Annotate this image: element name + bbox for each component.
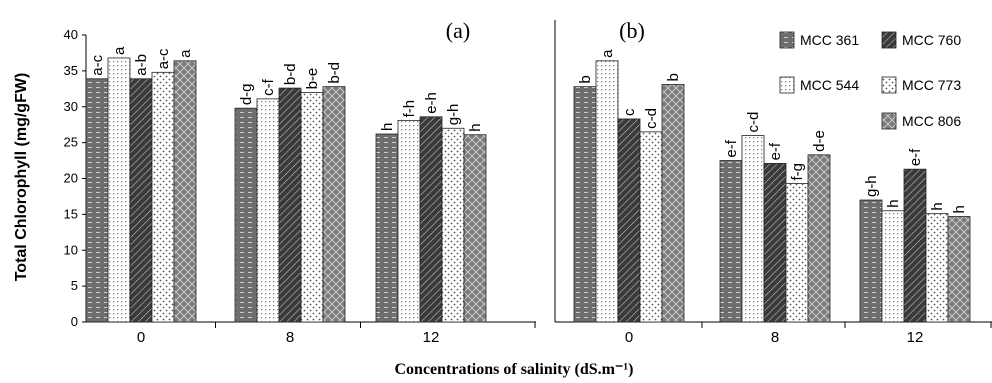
category-label: 8 xyxy=(286,329,294,346)
significance-label: h xyxy=(929,202,946,210)
x-axis-label: Concentrations of salinity (dS.m⁻¹) xyxy=(394,361,633,378)
category-label: 12 xyxy=(907,329,924,346)
bar-mcc-806 xyxy=(661,84,685,323)
y-axis-label: Total Chlorophyll (mg/gFW) xyxy=(13,73,30,282)
category-label: 8 xyxy=(771,329,779,346)
significance-label: c xyxy=(621,108,638,116)
bar-mcc-773 xyxy=(151,71,175,323)
legend-swatch xyxy=(881,31,897,49)
legend-item: MCC 361 xyxy=(779,31,859,49)
significance-label: a xyxy=(111,46,128,55)
significance-label: e-h xyxy=(423,92,440,114)
bar-mcc-806 xyxy=(947,216,971,323)
y-tick-label: 35 xyxy=(64,63,78,78)
legend-swatch xyxy=(881,76,897,94)
bar-mcc-760 xyxy=(419,116,443,323)
bar-mcc-760 xyxy=(763,163,787,323)
significance-label: c-f xyxy=(260,78,277,95)
category-label: 0 xyxy=(625,329,633,346)
significance-label: d-e xyxy=(811,130,828,152)
bar-mcc-773 xyxy=(300,92,324,323)
significance-label: a xyxy=(177,49,194,58)
legend-swatch xyxy=(779,31,795,49)
significance-label: b xyxy=(665,73,682,81)
legend-label: MCC 773 xyxy=(902,77,961,93)
significance-label: h xyxy=(885,199,902,207)
legend-item: MCC 544 xyxy=(779,76,859,94)
bar-mcc-361 xyxy=(859,199,883,323)
significance-label: a-c xyxy=(89,54,106,75)
bar-mcc-773 xyxy=(441,127,465,323)
significance-label: c-d xyxy=(643,108,660,129)
bar-mcc-806 xyxy=(322,86,346,323)
significance-label: b xyxy=(577,75,594,83)
bar-mcc-361 xyxy=(719,160,743,323)
y-tick-label: 30 xyxy=(64,99,78,114)
bar-mcc-361 xyxy=(375,133,399,323)
significance-label: a xyxy=(599,49,616,58)
significance-label: c-d xyxy=(745,112,762,133)
bar-mcc-773 xyxy=(925,213,949,323)
panel-b-title: (b) xyxy=(619,18,645,43)
bar-mcc-760 xyxy=(278,87,302,323)
significance-label: b-e xyxy=(304,68,321,90)
significance-label: f-g xyxy=(789,163,806,181)
bar-mcc-773 xyxy=(639,131,663,323)
legend: MCC 361 MCC 544 MCC 760 MCC 773 MCC 806 xyxy=(779,31,961,130)
y-tick-label: 0 xyxy=(71,314,78,329)
plot-layer: 0 5 10 15 20 25 30 35 40 0 a-c a a-b a-c a 8 d-g c-f b-d b-… xyxy=(64,20,992,346)
bar-mcc-544 xyxy=(741,135,765,323)
significance-label: h xyxy=(951,205,968,213)
significance-label: d-g xyxy=(238,83,255,105)
y-tick-label: 15 xyxy=(64,206,78,221)
legend-swatch xyxy=(881,112,897,130)
significance-label: h xyxy=(467,123,484,131)
y-tick-label: 10 xyxy=(64,242,78,257)
significance-label: e-f xyxy=(767,142,784,160)
bar-mcc-361 xyxy=(573,86,597,323)
bar-mcc-760 xyxy=(129,78,153,323)
legend-label: MCC 361 xyxy=(800,32,859,48)
significance-label: b-d xyxy=(326,62,343,84)
bar-mcc-544 xyxy=(397,119,421,323)
legend-label: MCC 544 xyxy=(800,77,859,93)
legend-item: MCC 760 xyxy=(881,31,961,49)
significance-label: a-b xyxy=(133,54,150,76)
significance-label: f-h xyxy=(401,100,418,118)
legend-item: MCC 773 xyxy=(881,76,961,94)
significance-label: h xyxy=(379,123,396,131)
category-label: 0 xyxy=(137,329,145,346)
bar-mcc-806 xyxy=(173,60,197,323)
legend-swatch xyxy=(779,76,795,94)
bar-mcc-773 xyxy=(785,183,809,323)
bar-mcc-544 xyxy=(881,210,905,323)
significance-label: e-f xyxy=(723,139,740,157)
panel-a-title: (a) xyxy=(446,18,470,43)
significance-label: a-c xyxy=(155,48,172,69)
y-tick-label: 5 xyxy=(71,278,78,293)
bar-mcc-361 xyxy=(85,78,109,323)
category-label: 12 xyxy=(423,329,440,346)
legend-label: MCC 806 xyxy=(902,113,961,129)
significance-label: g-h xyxy=(445,104,462,126)
y-tick-label: 25 xyxy=(64,135,78,150)
bar-mcc-760 xyxy=(903,168,927,323)
bar-mcc-544 xyxy=(107,57,131,323)
significance-label: e-f xyxy=(907,148,924,166)
legend-item: MCC 806 xyxy=(881,112,961,130)
significance-label: g-h xyxy=(863,175,880,197)
significance-label: b-d xyxy=(282,63,299,85)
y-tick-label: 20 xyxy=(64,171,78,186)
bar-mcc-544 xyxy=(595,60,619,323)
bar-mcc-806 xyxy=(463,134,487,323)
y-tick-label: 40 xyxy=(64,27,78,42)
bar-mcc-806 xyxy=(807,154,831,323)
bar-mcc-760 xyxy=(617,118,641,323)
bar-mcc-544 xyxy=(256,98,280,323)
legend-label: MCC 760 xyxy=(902,32,961,48)
bar-mcc-361 xyxy=(234,107,258,323)
